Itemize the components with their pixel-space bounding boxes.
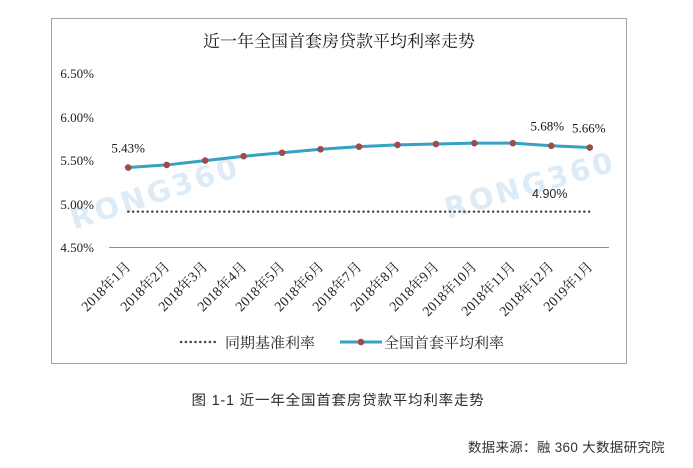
point-label: 5.66% [571,117,606,137]
data-point-marker [355,143,363,150]
y-tick-label: 5.50% [60,150,94,170]
figure-caption: 图 1-1 近一年全国首套房贷款平均利率走势 [191,389,485,410]
data-point-marker [317,145,324,153]
data-point-marker [471,139,478,147]
data-source-note: 数据来源：融 360 大数据研究院 [467,436,665,456]
legend-benchmark-dotted-swatch [180,340,220,344]
data-point-marker [278,149,286,157]
legend-label-benchmark-rate: 同期基准利率 [225,332,316,353]
data-point-marker [240,152,247,160]
y-tick-label: 6.50% [60,63,94,83]
chart-title: 近一年全国首套房贷款平均利率走势 [203,26,475,52]
data-point-marker [394,141,401,149]
y-tick-label: 6.00% [60,106,94,126]
legend-average-line-swatch [340,338,382,346]
data-point-marker [163,161,170,169]
y-tick-label: 4.50% [60,237,94,257]
legend-label-average-rate: 全国首套平均利率 [384,332,505,353]
point-label: 5.68% [530,115,565,135]
point-label: 4.90% [532,186,568,201]
data-point-marker [432,140,440,148]
data-point-marker [586,144,594,151]
data-point-marker [548,142,555,150]
data-point-marker [124,164,132,171]
marker-dot-sample-icon [357,338,365,346]
chart-border-frame [51,18,627,364]
data-point-marker [201,157,209,164]
data-point-marker [509,139,517,147]
y-tick-label: 5.00% [60,193,94,213]
point-label: 5.43% [111,137,146,157]
